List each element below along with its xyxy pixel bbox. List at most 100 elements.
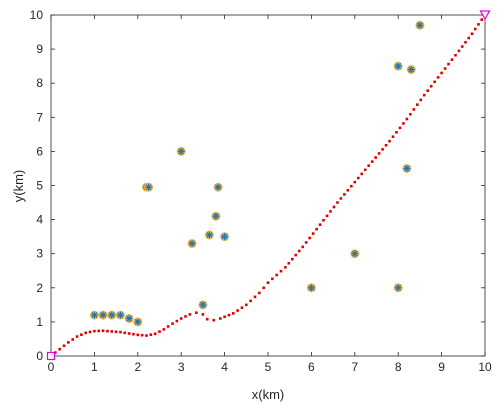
end-marker — [479, 10, 491, 21]
path-dot — [132, 332, 135, 336]
path-dot — [409, 112, 412, 116]
data-point — [198, 300, 208, 310]
path-dot — [332, 205, 336, 209]
x-tick-label: 6 — [308, 360, 315, 374]
plot-frame — [50, 14, 486, 357]
path-dot — [370, 160, 374, 163]
path-dot — [480, 18, 484, 21]
y-tick-label: 7 — [36, 110, 43, 124]
path-dot — [84, 331, 88, 335]
path-dot — [322, 218, 325, 222]
point-star — [134, 318, 141, 325]
path-dot — [436, 76, 440, 79]
path-dot — [97, 329, 101, 333]
y-tick-label: 10 — [30, 8, 44, 22]
path-dot — [388, 139, 391, 143]
path-dot — [422, 93, 426, 97]
data-point — [393, 61, 403, 71]
data-point — [115, 310, 125, 320]
path-dot — [339, 197, 343, 200]
point-star — [351, 250, 358, 257]
path-dot — [240, 306, 244, 309]
path-dot — [184, 315, 187, 318]
path-dot — [426, 89, 430, 93]
path-dot — [329, 210, 332, 213]
point-star — [178, 148, 185, 155]
y-tick-label: 0 — [36, 349, 43, 363]
path-dot — [315, 227, 318, 231]
x-tick-label: 10 — [478, 360, 492, 374]
point-star — [199, 301, 206, 308]
path-dot — [415, 103, 419, 106]
y-axis-label: y(km) — [11, 170, 26, 203]
data-point — [415, 20, 425, 30]
path-dot — [377, 152, 381, 155]
point-star — [206, 231, 213, 238]
path-dot — [253, 295, 257, 299]
path-dot — [149, 333, 153, 336]
data-point — [220, 232, 230, 242]
path-dot — [195, 311, 198, 314]
path-dot — [311, 232, 315, 235]
path-dot — [75, 335, 79, 338]
path-dot — [218, 317, 222, 320]
path-dot — [258, 291, 261, 295]
path-dot — [297, 249, 301, 253]
path-dot — [119, 330, 122, 334]
path-dot — [162, 328, 166, 331]
start-marker — [46, 351, 56, 361]
path-dot — [179, 317, 183, 320]
path-dot — [336, 201, 339, 204]
data-point — [211, 211, 221, 221]
point-star — [395, 63, 402, 70]
path-dot — [325, 214, 329, 218]
path-dot — [223, 315, 226, 319]
data-point — [187, 238, 197, 248]
point-star — [126, 315, 133, 322]
point-star — [212, 213, 219, 220]
path-dot — [201, 313, 205, 316]
path-dot — [58, 347, 61, 351]
data-point — [124, 313, 134, 323]
x-tick-label: 5 — [265, 360, 272, 374]
path-dot — [88, 330, 92, 334]
path-dot — [249, 299, 252, 303]
path-dot — [67, 341, 70, 344]
x-tick-label: 8 — [395, 360, 402, 374]
path-dot — [318, 223, 322, 227]
point-star — [395, 284, 402, 291]
path-dot — [279, 269, 283, 273]
data-point — [204, 230, 214, 240]
path-dot — [291, 257, 294, 261]
data-point — [350, 249, 360, 259]
path-dot — [114, 330, 118, 334]
path-dot — [245, 303, 248, 307]
path-dot — [93, 329, 96, 333]
y-tick-label: 9 — [36, 42, 43, 56]
data-point — [306, 283, 316, 293]
path-dot — [447, 62, 450, 66]
data-point — [107, 310, 117, 320]
y-tick-label: 4 — [36, 213, 43, 227]
x-tick-label: 4 — [221, 360, 228, 374]
y-tick-label: 8 — [36, 76, 43, 90]
data-point — [402, 163, 412, 173]
path-dot — [175, 319, 179, 323]
path-dot — [384, 143, 388, 147]
point-star — [117, 312, 124, 319]
path-dot — [110, 330, 114, 333]
y-tick-label: 6 — [36, 144, 43, 158]
path-dot — [294, 253, 298, 257]
path-dot — [343, 193, 346, 196]
x-tick-label: 3 — [178, 360, 185, 374]
plot-marks — [46, 10, 491, 361]
x-tick-label: 0 — [48, 360, 55, 374]
path-dot — [262, 286, 265, 290]
path-dot — [308, 236, 311, 240]
path-dot — [106, 329, 109, 333]
path-dot — [356, 176, 360, 180]
path-dot — [80, 333, 83, 336]
path-dot — [304, 241, 308, 244]
path-dot — [454, 53, 457, 57]
